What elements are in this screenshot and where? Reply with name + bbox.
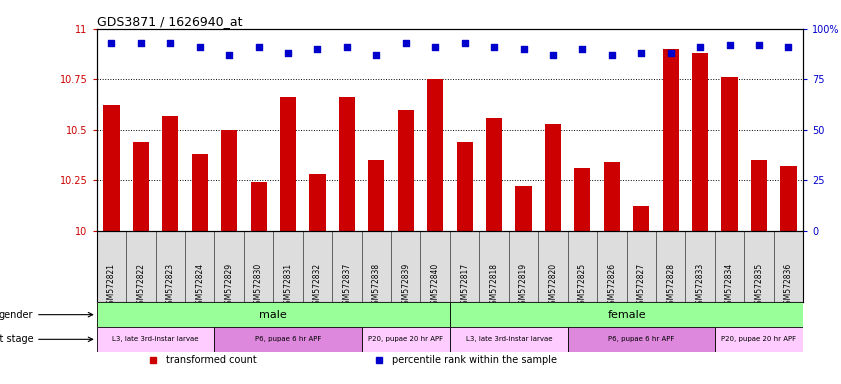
Bar xyxy=(633,206,649,230)
Point xyxy=(369,52,383,58)
Bar xyxy=(251,182,267,230)
Bar xyxy=(368,160,384,230)
Point xyxy=(193,44,206,50)
Point xyxy=(428,44,442,50)
Bar xyxy=(192,154,208,230)
Bar xyxy=(97,302,450,327)
Text: P20, pupae 20 hr APF: P20, pupae 20 hr APF xyxy=(722,336,796,342)
Text: GDS3871 / 1626940_at: GDS3871 / 1626940_at xyxy=(97,15,242,28)
Bar xyxy=(221,130,237,230)
Point xyxy=(399,40,412,46)
Bar xyxy=(133,142,149,230)
Bar xyxy=(103,106,119,230)
Bar xyxy=(604,162,620,230)
Text: female: female xyxy=(607,310,646,319)
Point xyxy=(310,46,324,52)
Text: P6, pupae 6 hr APF: P6, pupae 6 hr APF xyxy=(608,336,674,342)
Text: P20, pupae 20 hr APF: P20, pupae 20 hr APF xyxy=(368,336,443,342)
Point xyxy=(163,40,177,46)
Point xyxy=(104,40,118,46)
Point xyxy=(722,42,736,48)
Bar xyxy=(309,174,325,230)
Bar xyxy=(715,327,803,352)
Point xyxy=(693,44,706,50)
Text: gender: gender xyxy=(0,310,93,319)
Text: percentile rank within the sample: percentile rank within the sample xyxy=(392,355,557,365)
Point xyxy=(752,42,765,48)
Bar xyxy=(450,302,803,327)
Bar xyxy=(162,116,178,230)
Bar xyxy=(362,327,450,352)
Point xyxy=(634,50,648,56)
Bar xyxy=(568,327,715,352)
Point xyxy=(458,40,471,46)
Text: development stage: development stage xyxy=(0,334,93,344)
Bar xyxy=(457,142,473,230)
Point xyxy=(575,46,589,52)
Bar xyxy=(427,79,443,230)
Point xyxy=(547,52,560,58)
Point xyxy=(281,50,294,56)
Bar xyxy=(663,49,679,230)
Point xyxy=(605,52,618,58)
Point xyxy=(487,44,500,50)
Bar xyxy=(214,327,362,352)
Bar xyxy=(486,118,502,230)
Text: P6, pupae 6 hr APF: P6, pupae 6 hr APF xyxy=(255,336,321,342)
Bar xyxy=(450,327,568,352)
Point xyxy=(222,52,235,58)
Bar xyxy=(574,168,590,230)
Bar xyxy=(780,166,796,230)
Bar xyxy=(545,124,561,230)
Text: L3, late 3rd-instar larvae: L3, late 3rd-instar larvae xyxy=(466,336,552,342)
Text: male: male xyxy=(260,310,287,319)
Point xyxy=(516,46,530,52)
Bar xyxy=(751,160,767,230)
Bar xyxy=(516,186,532,230)
Point xyxy=(664,50,677,56)
Bar xyxy=(280,98,296,230)
Point xyxy=(134,40,148,46)
Bar xyxy=(692,53,708,230)
Bar xyxy=(339,98,355,230)
Bar xyxy=(398,109,414,230)
Bar xyxy=(97,327,214,352)
Point xyxy=(251,44,265,50)
Point xyxy=(340,44,353,50)
Text: transformed count: transformed count xyxy=(166,355,257,365)
Point xyxy=(781,44,795,50)
Bar xyxy=(722,77,738,230)
Text: L3, late 3rd-instar larvae: L3, late 3rd-instar larvae xyxy=(113,336,198,342)
